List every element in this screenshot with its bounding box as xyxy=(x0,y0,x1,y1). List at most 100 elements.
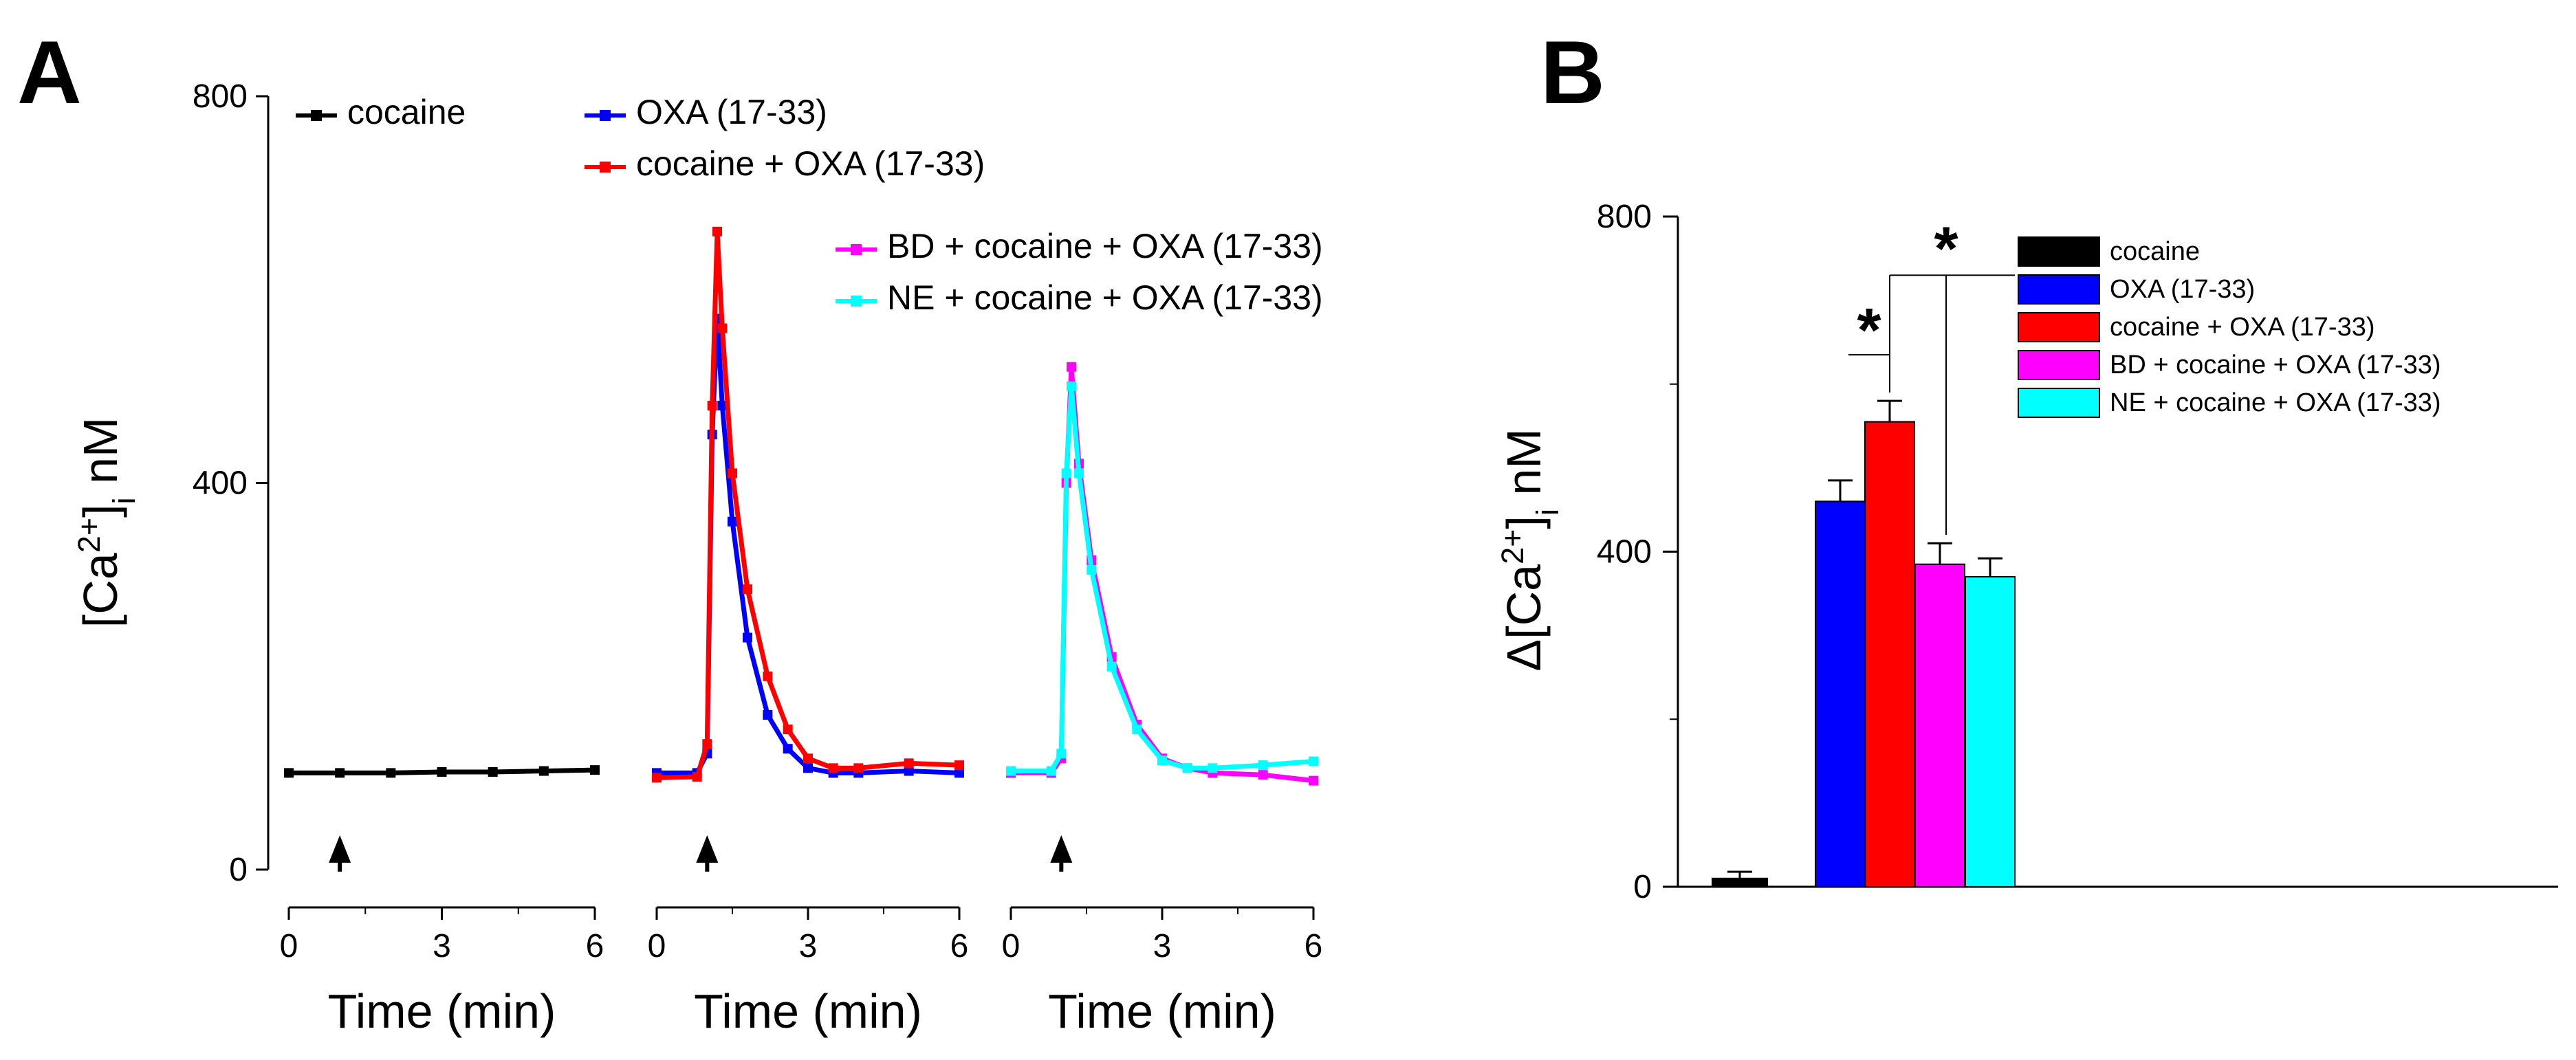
trace-point xyxy=(1182,763,1192,773)
legend-swatch xyxy=(2018,312,2100,342)
trace-point xyxy=(743,584,752,595)
trace-point xyxy=(763,710,773,720)
panel-b-legend: cocaine OXA (17-33) cocaine + OXA (17-33) B… xyxy=(2018,236,2441,418)
trace-point xyxy=(707,401,717,410)
trace-point xyxy=(1132,725,1142,735)
trace-point xyxy=(712,226,722,236)
panel-a-x-tick-label: 0 xyxy=(1002,928,1020,964)
trace-point xyxy=(783,744,793,754)
trace-point xyxy=(1309,775,1318,786)
legend-marker xyxy=(311,110,322,121)
trace-point xyxy=(954,760,964,771)
panel-a-x-tick-label: 3 xyxy=(1153,928,1172,964)
trace-point xyxy=(1067,362,1076,372)
panel-a-x-tick-label: 0 xyxy=(280,928,298,964)
bar-2 xyxy=(1815,500,1866,887)
legend-label: cocaine + OXA (17-33) xyxy=(2110,313,2375,342)
panel-b-y-tick-label: 0 xyxy=(1633,869,1652,905)
panel-b-bars xyxy=(1712,399,2016,887)
legend-marker xyxy=(600,162,611,173)
panel-a-x-tick-label: 6 xyxy=(586,928,604,964)
trace-point xyxy=(1067,381,1076,391)
trace-point xyxy=(1309,756,1318,766)
legend-label: cocaine xyxy=(347,93,466,131)
bar-3 xyxy=(1864,421,1915,887)
trace-point xyxy=(488,766,498,777)
panel-a-xlabel: Time (min) xyxy=(1048,984,1276,1038)
panel-a-x-tick-label: 3 xyxy=(799,928,818,964)
panel-b-significance: ** xyxy=(1848,214,2015,535)
legend-marker xyxy=(600,110,611,121)
panel-a-x-tick-label: 6 xyxy=(950,928,969,964)
trace-point xyxy=(743,632,752,643)
trace-point xyxy=(1056,749,1067,759)
legend-swatch xyxy=(2018,236,2100,267)
trace-point xyxy=(763,671,773,681)
trace-point xyxy=(803,763,813,773)
panel-a-y-axis: 0 400 800 xyxy=(193,78,270,888)
legend-label: NE + cocaine + OXA (17-33) xyxy=(2110,388,2441,417)
panel-a-y-tick-label: 800 xyxy=(193,78,248,115)
trace-point xyxy=(1074,468,1084,478)
trace-point xyxy=(783,725,793,735)
trace-point xyxy=(1258,760,1268,771)
trace-point xyxy=(728,516,737,527)
panel-a-x-tick-label: 3 xyxy=(433,928,451,964)
trace-point xyxy=(803,753,813,764)
panel-b-label: B xyxy=(1540,22,1605,122)
stimulus-arrow-head xyxy=(329,835,351,863)
legend-swatch xyxy=(2018,274,2100,305)
legend-swatch xyxy=(2018,388,2100,418)
panel-a-y-tick-label: 0 xyxy=(229,852,248,888)
stimulus-arrow-head xyxy=(1050,835,1073,863)
trace-point xyxy=(828,763,838,773)
stimulus-arrow-head xyxy=(696,835,719,863)
panel-a-subpanel-antagonists: 0 3 6 Time (min) xyxy=(1002,362,1322,1038)
legend-label: cocaine + OXA (17-33) xyxy=(636,144,985,183)
trace-point xyxy=(717,323,728,333)
panel-b-y-tick-label: 400 xyxy=(1597,534,1652,571)
legend-swatch xyxy=(2018,350,2100,380)
legend-label: cocaine xyxy=(2110,237,2200,266)
panel-b-y-tick-label: 800 xyxy=(1597,199,1652,235)
trace-point xyxy=(284,768,294,778)
trace-point xyxy=(1208,763,1218,773)
trace-point xyxy=(1046,766,1056,776)
trace-point xyxy=(904,766,914,776)
panel-b-ylabel: Δ[Ca2+]i nM xyxy=(1495,428,1565,671)
panel-a-xlabel: Time (min) xyxy=(694,984,922,1038)
legend-marker xyxy=(851,296,862,307)
trace-point xyxy=(728,468,737,478)
trace-point xyxy=(1106,661,1117,672)
trace-line xyxy=(657,316,960,775)
trace-point xyxy=(702,739,712,749)
trace-point xyxy=(717,401,728,410)
trace-point xyxy=(954,768,964,778)
bar-1 xyxy=(1712,877,1768,887)
panel-a-legend: cocaine OXA (17-33) cocaine + OXA (17-33) B… xyxy=(296,93,1323,317)
trace-point xyxy=(904,758,914,769)
trace-point xyxy=(335,768,345,778)
trace-point xyxy=(437,766,447,777)
legend-label: BD + cocaine + OXA (17-33) xyxy=(887,227,1323,265)
significance-star: * xyxy=(1934,214,1958,283)
trace-point xyxy=(652,773,662,783)
trace-point xyxy=(590,765,600,775)
trace-point xyxy=(853,763,864,773)
trace-point xyxy=(538,766,549,776)
significance-star: * xyxy=(1857,296,1881,365)
trace-point xyxy=(1157,755,1167,766)
legend-marker xyxy=(851,244,862,255)
legend-label: NE + cocaine + OXA (17-33) xyxy=(887,278,1323,317)
panel-a-ylabel: [Ca2+]i nM xyxy=(72,417,142,628)
trace-point xyxy=(1087,565,1097,575)
panel-a-label: A xyxy=(17,22,82,122)
trace-point xyxy=(386,768,396,778)
panel-a-subpanel-cocaine: 0 3 6 Time (min) xyxy=(280,765,604,1038)
trace-point xyxy=(1061,468,1071,478)
bar-4 xyxy=(1914,563,1965,887)
panel-a-y-tick-label: 400 xyxy=(193,465,248,502)
bar-5 xyxy=(1965,576,2016,887)
